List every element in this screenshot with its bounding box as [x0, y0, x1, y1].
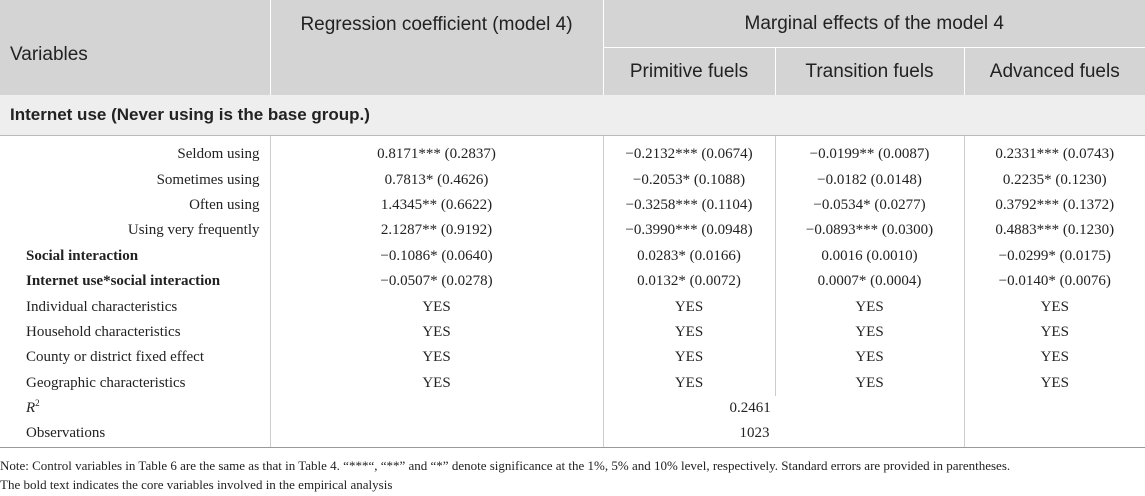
- primitive-fuels-cell: −0.3990*** (0.0948): [602, 218, 775, 244]
- table-row: Sometimes using 0.7813* (0.4626) −0.2053* …: [0, 167, 1145, 193]
- advanced-fuels-cell: 0.2331*** (0.0743): [963, 135, 1145, 168]
- advanced-fuels-cell: YES: [963, 294, 1145, 320]
- regression-cell: 1.4345** (0.6622): [269, 192, 603, 219]
- r-squared-symbol: R: [26, 400, 36, 417]
- table-row: Individual characteristics YES YES YES YES: [0, 294, 1145, 320]
- row-label: Internet use*social interaction: [26, 273, 221, 290]
- transition-fuels-cell: 0.0016 (0.0010): [774, 243, 964, 269]
- primitive-fuels-cell: YES: [602, 345, 775, 371]
- primitive-fuels-cell: −0.2053* (0.1088): [602, 167, 775, 193]
- transition-fuels-cell: −0.0199** (0.0087): [774, 135, 964, 168]
- empty-cell: [963, 395, 1145, 422]
- row-label: Using very frequently: [127, 222, 260, 239]
- primitive-fuels-cell: YES: [602, 319, 775, 346]
- header-primitive-fuels: Primitive fuels: [602, 47, 775, 95]
- regression-cell: YES: [269, 345, 603, 371]
- regression-cell: YES: [269, 370, 603, 396]
- header-regression-coefficient: Regression coefficient (model 4): [269, 0, 603, 95]
- table-row: Using very frequently 2.1287** (0.9192) −0…: [0, 218, 1145, 244]
- table-row: Often using 1.4345** (0.6622) −0.3258*** (…: [0, 192, 1145, 219]
- primitive-fuels-cell: −0.2132*** (0.0674): [602, 135, 775, 168]
- regression-cell: −0.1086* (0.0640): [269, 243, 603, 269]
- primitive-fuels-cell: 0.0283* (0.0166): [602, 243, 775, 269]
- section-title: Internet use (Never using is the base gr…: [0, 95, 1145, 136]
- transition-fuels-cell: −0.0534* (0.0277): [774, 192, 964, 219]
- empty-cell: [963, 421, 1145, 448]
- advanced-fuels-cell: −0.0140* (0.0076): [963, 268, 1145, 295]
- table-row: County or district fixed effect YES YES YES…: [0, 345, 1145, 371]
- regression-cell: YES: [269, 294, 603, 320]
- advanced-fuels-cell: YES: [963, 345, 1145, 371]
- table-row: Seldom using 0.8171*** (0.2837) −0.2132***…: [0, 135, 1145, 168]
- transition-fuels-cell: YES: [774, 370, 964, 396]
- transition-fuels-cell: −0.0893*** (0.0300): [774, 218, 964, 244]
- r-squared-value: 0.2461: [602, 395, 964, 422]
- advanced-fuels-cell: 0.4883*** (0.1230): [963, 218, 1145, 244]
- advanced-fuels-cell: 0.3792*** (0.1372): [963, 192, 1145, 219]
- section-row-internet-use: Internet use (Never using is the base gr…: [0, 95, 1145, 136]
- header-transition-fuels: Transition fuels: [774, 47, 964, 95]
- results-table-container: Variables Regression coefficient (model …: [0, 0, 1145, 448]
- transition-fuels-cell: 0.0007* (0.0004): [774, 268, 964, 295]
- advanced-fuels-cell: −0.0299* (0.0175): [963, 243, 1145, 269]
- advanced-fuels-cell: YES: [963, 370, 1145, 396]
- table-row: Household characteristics YES YES YES YES: [0, 319, 1145, 346]
- transition-fuels-cell: YES: [774, 319, 964, 346]
- table-row-r-squared: R2 0.2461: [0, 395, 1145, 422]
- row-label: County or district fixed effect: [26, 349, 205, 366]
- transition-fuels-cell: YES: [774, 345, 964, 371]
- table-row: Internet use*social interaction −0.0507* …: [0, 268, 1145, 295]
- table-row-observations: Observations 1023: [0, 421, 1145, 448]
- header-variables: Variables: [0, 0, 270, 95]
- row-label: Seldom using: [177, 146, 260, 163]
- table-header: Variables Regression coefficient (model …: [0, 0, 1145, 95]
- regression-cell: −0.0507* (0.0278): [269, 268, 603, 295]
- r-squared-label: R2: [0, 396, 270, 421]
- advanced-fuels-cell: 0.2235* (0.1230): [963, 167, 1145, 193]
- empty-cell: [269, 395, 603, 422]
- table-row: Social interaction −0.1086* (0.0640) 0.028…: [0, 243, 1145, 269]
- table-note: Note: Control variables in Table 6 are t…: [0, 456, 1140, 494]
- regression-cell: 0.8171*** (0.2837): [269, 135, 603, 168]
- note-line-2: The bold text indicates the core variabl…: [0, 477, 393, 492]
- results-table: Variables Regression coefficient (model …: [0, 0, 1145, 448]
- empty-cell: [269, 421, 603, 448]
- row-label: Sometimes using: [156, 171, 260, 188]
- row-label: Social interaction: [26, 247, 139, 264]
- observations-label: Observations: [0, 421, 270, 448]
- primitive-fuels-cell: 0.0132* (0.0072): [602, 268, 775, 295]
- row-label: Household characteristics: [26, 323, 181, 340]
- r-squared-superscript: 2: [35, 398, 40, 409]
- primitive-fuels-cell: −0.3258*** (0.1104): [602, 192, 775, 219]
- transition-fuels-cell: YES: [774, 294, 964, 320]
- regression-cell: 0.7813* (0.4626): [269, 167, 603, 193]
- primitive-fuels-cell: YES: [602, 294, 775, 320]
- row-label: Geographic characteristics: [26, 374, 186, 391]
- row-label: Often using: [189, 196, 260, 213]
- table-row: Geographic characteristics YES YES YES YES: [0, 370, 1145, 396]
- note-line-1: Note: Control variables in Table 6 are t…: [0, 458, 1011, 473]
- regression-cell: YES: [269, 319, 603, 346]
- advanced-fuels-cell: YES: [963, 319, 1145, 346]
- row-label: Individual characteristics: [26, 298, 178, 315]
- observations-value: 1023: [602, 421, 964, 448]
- header-marginal-effects: Marginal effects of the model 4: [602, 0, 1145, 48]
- primitive-fuels-cell: YES: [602, 370, 775, 396]
- header-advanced-fuels: Advanced fuels: [963, 47, 1145, 95]
- table-body: Seldom using 0.8171*** (0.2837) −0.2132***…: [0, 135, 1145, 448]
- transition-fuels-cell: −0.0182 (0.0148): [774, 167, 964, 193]
- regression-cell: 2.1287** (0.9192): [269, 218, 603, 244]
